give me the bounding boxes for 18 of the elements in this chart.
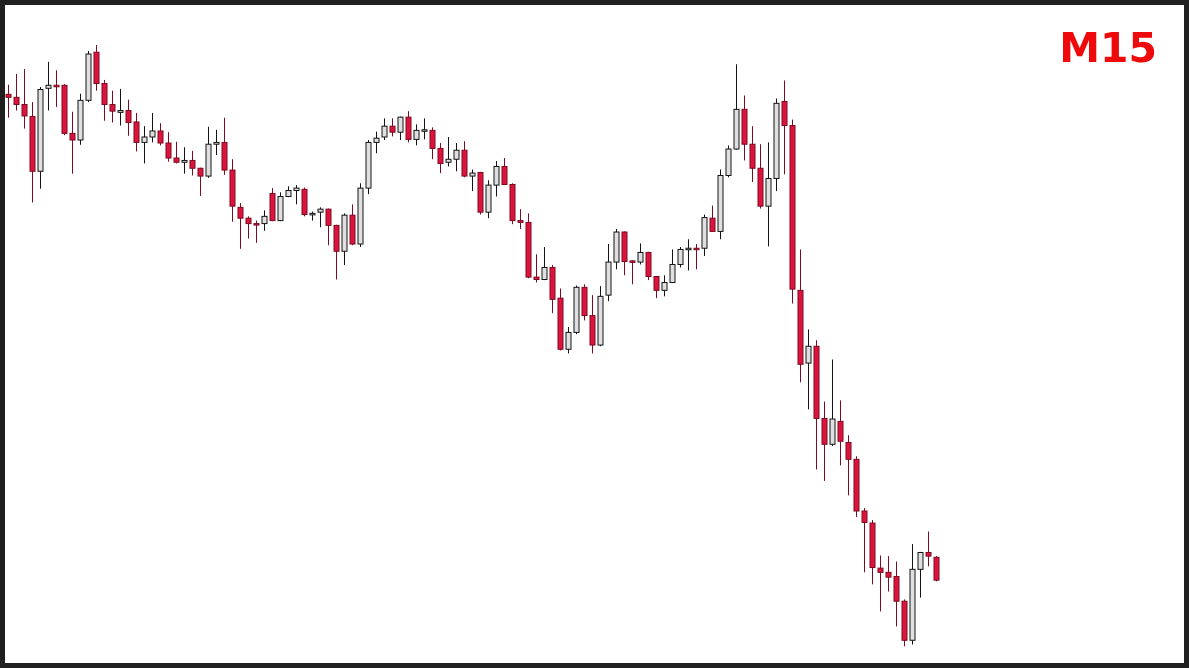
- candlestick: [637, 242, 644, 265]
- text: M15: [1059, 24, 1157, 72]
- candlestick: [389, 117, 396, 137]
- candlestick: [925, 530, 932, 567]
- candlestick: [181, 146, 188, 175]
- candlestick: [381, 117, 388, 141]
- candlestick: [693, 243, 700, 270]
- candlestick: [317, 206, 324, 228]
- candlestick: [933, 555, 940, 582]
- candlestick: [709, 205, 716, 233]
- candlestick: [469, 168, 476, 192]
- candlestick: [541, 246, 548, 281]
- candlestick: [837, 399, 844, 466]
- candlestick: [117, 88, 124, 127]
- candlestick: [261, 209, 268, 232]
- candlestick: [45, 61, 52, 112]
- candlestick: [805, 328, 812, 410]
- candlestick: [405, 110, 412, 143]
